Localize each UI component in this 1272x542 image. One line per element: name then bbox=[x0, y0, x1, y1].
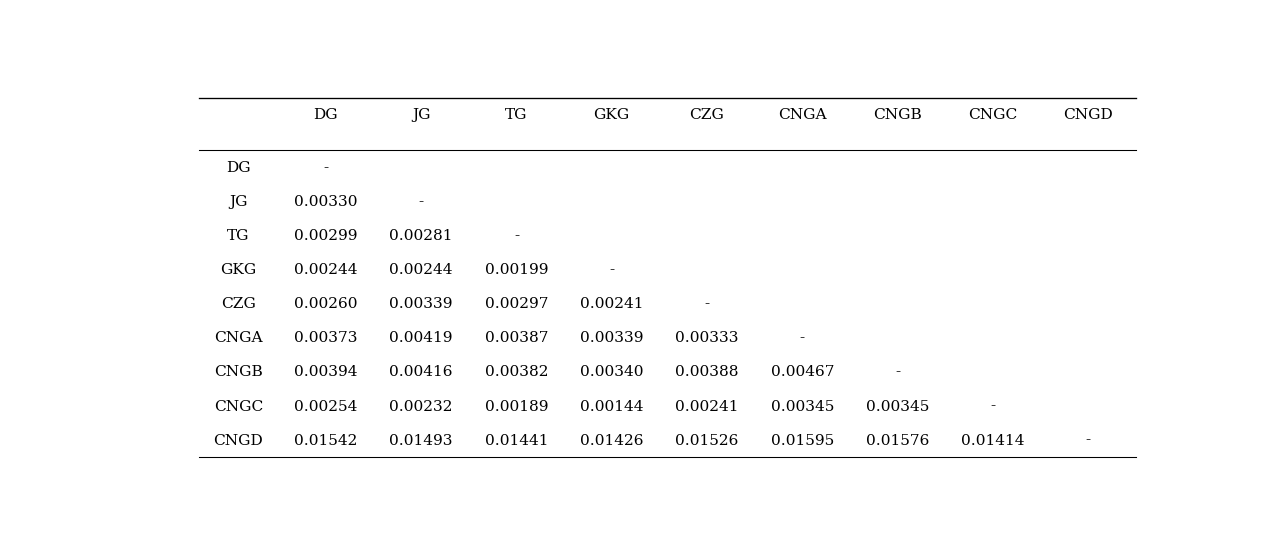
Text: 0.01414: 0.01414 bbox=[960, 433, 1024, 447]
Text: GKG: GKG bbox=[220, 263, 257, 277]
Text: CNGC: CNGC bbox=[968, 108, 1016, 122]
Text: 0.00232: 0.00232 bbox=[389, 399, 453, 413]
Text: -: - bbox=[323, 160, 328, 175]
Text: 0.01493: 0.01493 bbox=[389, 433, 453, 447]
Text: 0.00260: 0.00260 bbox=[294, 297, 357, 311]
Text: -: - bbox=[1085, 433, 1090, 447]
Text: CNGC: CNGC bbox=[214, 399, 263, 413]
Text: 0.00339: 0.00339 bbox=[580, 331, 644, 345]
Text: 0.00416: 0.00416 bbox=[389, 365, 453, 379]
Text: 0.00241: 0.00241 bbox=[674, 399, 738, 413]
Text: CZG: CZG bbox=[689, 108, 724, 122]
Text: 0.01576: 0.01576 bbox=[865, 433, 929, 447]
Text: 0.01426: 0.01426 bbox=[580, 433, 644, 447]
Text: CNGA: CNGA bbox=[777, 108, 826, 122]
Text: JG: JG bbox=[412, 108, 430, 122]
Text: -: - bbox=[703, 297, 709, 311]
Text: 0.00297: 0.00297 bbox=[485, 297, 548, 311]
Text: 0.00387: 0.00387 bbox=[485, 331, 548, 345]
Text: 0.00388: 0.00388 bbox=[674, 365, 738, 379]
Text: 0.00345: 0.00345 bbox=[770, 399, 833, 413]
Text: CNGD: CNGD bbox=[1062, 108, 1112, 122]
Text: 0.00345: 0.00345 bbox=[865, 399, 929, 413]
Text: -: - bbox=[894, 365, 899, 379]
Text: 0.00382: 0.00382 bbox=[485, 365, 548, 379]
Text: 0.01441: 0.01441 bbox=[485, 433, 548, 447]
Text: CNGA: CNGA bbox=[214, 331, 262, 345]
Text: 0.00373: 0.00373 bbox=[294, 331, 357, 345]
Text: 0.00241: 0.00241 bbox=[580, 297, 644, 311]
Text: 0.00340: 0.00340 bbox=[580, 365, 644, 379]
Text: -: - bbox=[418, 195, 424, 209]
Text: 0.01542: 0.01542 bbox=[294, 433, 357, 447]
Text: -: - bbox=[990, 399, 995, 413]
Text: CNGD: CNGD bbox=[214, 433, 263, 447]
Text: DG: DG bbox=[313, 108, 338, 122]
Text: 0.00281: 0.00281 bbox=[389, 229, 453, 243]
Text: 0.01526: 0.01526 bbox=[675, 433, 738, 447]
Text: 0.00144: 0.00144 bbox=[580, 399, 644, 413]
Text: TG: TG bbox=[226, 229, 249, 243]
Text: TG: TG bbox=[505, 108, 528, 122]
Text: 0.00339: 0.00339 bbox=[389, 297, 453, 311]
Text: -: - bbox=[799, 331, 804, 345]
Text: 0.00394: 0.00394 bbox=[294, 365, 357, 379]
Text: 0.00330: 0.00330 bbox=[294, 195, 357, 209]
Text: 0.00199: 0.00199 bbox=[485, 263, 548, 277]
Text: CNGB: CNGB bbox=[873, 108, 921, 122]
Text: DG: DG bbox=[226, 160, 251, 175]
Text: 0.00333: 0.00333 bbox=[674, 331, 738, 345]
Text: 0.00299: 0.00299 bbox=[294, 229, 357, 243]
Text: 0.00254: 0.00254 bbox=[294, 399, 357, 413]
Text: CNGB: CNGB bbox=[214, 365, 262, 379]
Text: GKG: GKG bbox=[593, 108, 630, 122]
Text: -: - bbox=[514, 229, 519, 243]
Text: CZG: CZG bbox=[221, 297, 256, 311]
Text: 0.00419: 0.00419 bbox=[389, 331, 453, 345]
Text: 0.00244: 0.00244 bbox=[389, 263, 453, 277]
Text: 0.00189: 0.00189 bbox=[485, 399, 548, 413]
Text: JG: JG bbox=[229, 195, 248, 209]
Text: 0.00244: 0.00244 bbox=[294, 263, 357, 277]
Text: 0.01595: 0.01595 bbox=[770, 433, 833, 447]
Text: 0.00467: 0.00467 bbox=[770, 365, 833, 379]
Text: -: - bbox=[609, 263, 614, 277]
